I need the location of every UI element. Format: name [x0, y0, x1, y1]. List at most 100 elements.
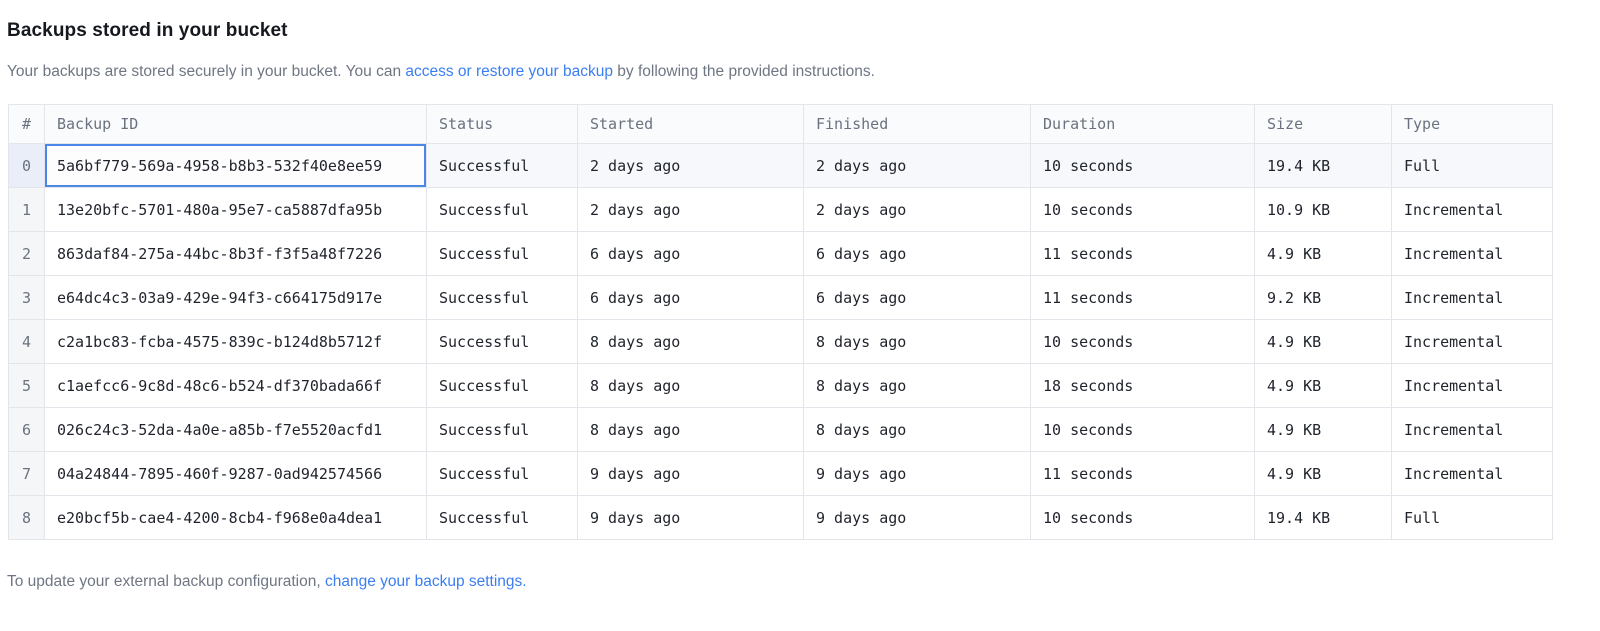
- cell-size[interactable]: 19.4 KB: [1254, 495, 1392, 540]
- column-header-size: Size: [1254, 104, 1392, 144]
- row-index-cell[interactable]: 2: [8, 231, 45, 276]
- cell-finished[interactable]: 8 days ago: [803, 363, 1031, 408]
- cell-size[interactable]: 4.9 KB: [1254, 363, 1392, 408]
- cell-backup_id[interactable]: c2a1bc83-fcba-4575-839c-b124d8b5712f: [44, 319, 427, 364]
- cell-type[interactable]: Incremental: [1391, 231, 1553, 276]
- column-header-type: Type: [1391, 104, 1553, 144]
- cell-status[interactable]: Successful: [426, 451, 578, 496]
- cell-finished[interactable]: 2 days ago: [803, 143, 1031, 188]
- intro-text-before: Your backups are stored securely in your…: [7, 63, 406, 80]
- cell-finished[interactable]: 8 days ago: [803, 319, 1031, 364]
- cell-finished[interactable]: 6 days ago: [803, 275, 1031, 320]
- table-header: # Backup ID Status Started Finished Duration S…: [8, 104, 1553, 144]
- cell-type[interactable]: Full: [1391, 143, 1553, 188]
- column-header-duration: Duration: [1030, 104, 1255, 144]
- cell-backup_id[interactable]: 5a6bf779-569a-4958-b8b3-532f40e8ee59: [44, 143, 427, 188]
- cell-status[interactable]: Successful: [426, 275, 578, 320]
- cell-started[interactable]: 2 days ago: [577, 143, 804, 188]
- row-index-cell[interactable]: 0: [8, 143, 45, 188]
- cell-type[interactable]: Incremental: [1391, 363, 1553, 408]
- cell-started[interactable]: 9 days ago: [577, 451, 804, 496]
- cell-type[interactable]: Incremental: [1391, 407, 1553, 452]
- cell-started[interactable]: 8 days ago: [577, 407, 804, 452]
- intro-text-after: by following the provided instructions.: [613, 63, 875, 80]
- cell-duration[interactable]: 10 seconds: [1030, 143, 1255, 188]
- table-row: 5 c1aefcc6-9c8d-48c6-b524-df370bada66f Suc…: [8, 363, 1553, 408]
- row-index-cell[interactable]: 8: [8, 495, 45, 540]
- cell-duration[interactable]: 10 seconds: [1030, 495, 1255, 540]
- footer-text-before: To update your external backup configura…: [7, 573, 325, 590]
- cell-type[interactable]: Incremental: [1391, 275, 1553, 320]
- cell-backup_id[interactable]: e64dc4c3-03a9-429e-94f3-c664175d917e: [44, 275, 427, 320]
- table-row: 7 04a24844-7895-460f-9287-0ad942574566 Suc…: [8, 451, 1553, 496]
- access-restore-backup-link[interactable]: access or restore your backup: [405, 63, 613, 80]
- table-row: 4 c2a1bc83-fcba-4575-839c-b124d8b5712f Suc…: [8, 319, 1553, 364]
- table-row: 0 5a6bf779-569a-4958-b8b3-532f40e8ee59 Suc…: [8, 143, 1553, 188]
- cell-status[interactable]: Successful: [426, 319, 578, 364]
- table-header-row: # Backup ID Status Started Finished Duration S…: [8, 104, 1553, 144]
- cell-backup_id[interactable]: 863daf84-275a-44bc-8b3f-f3f5a48f7226: [44, 231, 427, 276]
- cell-status[interactable]: Successful: [426, 363, 578, 408]
- cell-started[interactable]: 8 days ago: [577, 363, 804, 408]
- row-index-cell[interactable]: 6: [8, 407, 45, 452]
- cell-size[interactable]: 4.9 KB: [1254, 407, 1392, 452]
- row-index-cell[interactable]: 3: [8, 275, 45, 320]
- cell-status[interactable]: Successful: [426, 231, 578, 276]
- cell-type[interactable]: Full: [1391, 495, 1553, 540]
- cell-finished[interactable]: 9 days ago: [803, 495, 1031, 540]
- backups-page: Backups stored in your bucket Your backu…: [7, 20, 1600, 590]
- table-row: 2 863daf84-275a-44bc-8b3f-f3f5a48f7226 Suc…: [8, 231, 1553, 276]
- cell-finished[interactable]: 9 days ago: [803, 451, 1031, 496]
- cell-size[interactable]: 19.4 KB: [1254, 143, 1392, 188]
- cell-started[interactable]: 8 days ago: [577, 319, 804, 364]
- cell-started[interactable]: 2 days ago: [577, 187, 804, 232]
- cell-size[interactable]: 4.9 KB: [1254, 231, 1392, 276]
- cell-size[interactable]: 4.9 KB: [1254, 451, 1392, 496]
- row-index-cell[interactable]: 7: [8, 451, 45, 496]
- table-row: 8 e20bcf5b-cae4-4200-8cb4-f968e0a4dea1 Suc…: [8, 495, 1553, 540]
- intro-text: Your backups are stored securely in your…: [7, 63, 1600, 81]
- row-index-cell[interactable]: 4: [8, 319, 45, 364]
- cell-backup_id[interactable]: e20bcf5b-cae4-4200-8cb4-f968e0a4dea1: [44, 495, 427, 540]
- cell-status[interactable]: Successful: [426, 495, 578, 540]
- cell-duration[interactable]: 18 seconds: [1030, 363, 1255, 408]
- cell-duration[interactable]: 10 seconds: [1030, 187, 1255, 232]
- table-row: 3 e64dc4c3-03a9-429e-94f3-c664175d917e Suc…: [8, 275, 1553, 320]
- cell-duration[interactable]: 10 seconds: [1030, 319, 1255, 364]
- cell-backup_id[interactable]: 13e20bfc-5701-480a-95e7-ca5887dfa95b: [44, 187, 427, 232]
- cell-duration[interactable]: 10 seconds: [1030, 407, 1255, 452]
- cell-finished[interactable]: 6 days ago: [803, 231, 1031, 276]
- cell-backup_id[interactable]: 04a24844-7895-460f-9287-0ad942574566: [44, 451, 427, 496]
- table-body: 0 5a6bf779-569a-4958-b8b3-532f40e8ee59 Suc…: [8, 143, 1553, 540]
- column-header-index: #: [8, 104, 45, 144]
- cell-backup_id[interactable]: c1aefcc6-9c8d-48c6-b524-df370bada66f: [44, 363, 427, 408]
- cell-status[interactable]: Successful: [426, 407, 578, 452]
- backups-table: # Backup ID Status Started Finished Duration S…: [8, 104, 1553, 540]
- cell-started[interactable]: 6 days ago: [577, 275, 804, 320]
- change-backup-settings-link[interactable]: change your backup settings.: [324, 573, 527, 590]
- column-header-finished: Finished: [803, 104, 1031, 144]
- page-title: Backups stored in your bucket: [7, 20, 288, 41]
- cell-finished[interactable]: 8 days ago: [803, 407, 1031, 452]
- row-index-cell[interactable]: 1: [8, 187, 45, 232]
- cell-size[interactable]: 4.9 KB: [1254, 319, 1392, 364]
- cell-size[interactable]: 10.9 KB: [1254, 187, 1392, 232]
- column-header-started: Started: [577, 104, 804, 144]
- column-header-status: Status: [426, 104, 578, 144]
- row-index-cell[interactable]: 5: [8, 363, 45, 408]
- cell-duration[interactable]: 11 seconds: [1030, 231, 1255, 276]
- cell-type[interactable]: Incremental: [1391, 451, 1553, 496]
- cell-size[interactable]: 9.2 KB: [1254, 275, 1392, 320]
- cell-type[interactable]: Incremental: [1391, 187, 1553, 232]
- cell-status[interactable]: Successful: [426, 187, 578, 232]
- cell-backup_id[interactable]: 026c24c3-52da-4a0e-a85b-f7e5520acfd1: [44, 407, 427, 452]
- cell-finished[interactable]: 2 days ago: [803, 187, 1031, 232]
- cell-type[interactable]: Incremental: [1391, 319, 1553, 364]
- cell-duration[interactable]: 11 seconds: [1030, 451, 1255, 496]
- cell-started[interactable]: 6 days ago: [577, 231, 804, 276]
- cell-duration[interactable]: 11 seconds: [1030, 275, 1255, 320]
- table-row: 1 13e20bfc-5701-480a-95e7-ca5887dfa95b Suc…: [8, 187, 1553, 232]
- table-row: 6 026c24c3-52da-4a0e-a85b-f7e5520acfd1 Suc…: [8, 407, 1553, 452]
- cell-status[interactable]: Successful: [426, 143, 578, 188]
- cell-started[interactable]: 9 days ago: [577, 495, 804, 540]
